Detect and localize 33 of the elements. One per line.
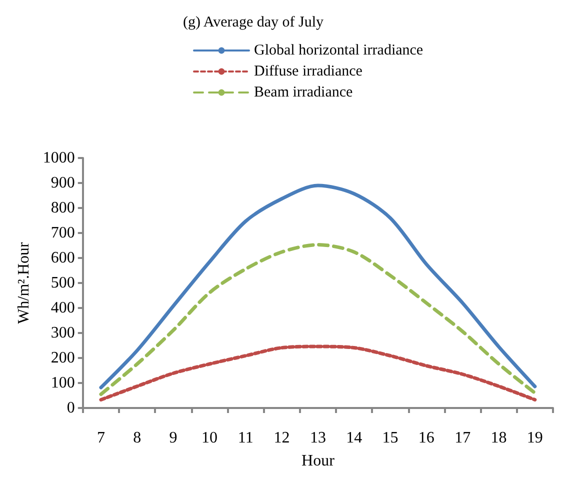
x-tick-label: 12 xyxy=(274,430,290,446)
x-tick-label: 15 xyxy=(382,430,398,446)
legend-label: Diffuse irradiance xyxy=(254,64,363,80)
x-tick-label: 19 xyxy=(526,430,543,446)
y-tick-label: 600 xyxy=(50,250,75,266)
y-tick-label: 800 xyxy=(50,200,75,216)
x-tick-label: 18 xyxy=(490,430,507,446)
y-axis-title: Wh/m².Hour xyxy=(16,241,32,324)
y-tick-label: 500 xyxy=(50,274,75,292)
line-series xyxy=(99,184,537,390)
y-tick-label: 300 xyxy=(50,324,75,342)
line-series xyxy=(99,243,537,396)
y-tick-label: 100 xyxy=(50,374,75,392)
y-tick-label: 200 xyxy=(50,350,75,366)
legend-label: Global horizontal irradiance xyxy=(254,42,424,58)
y-tick-label: 0 xyxy=(66,400,75,416)
x-tick-label: 7 xyxy=(96,430,105,446)
y-tick-label: 1000 xyxy=(42,150,75,166)
x-tick-label: 13 xyxy=(310,430,326,446)
x-tick-label: 11 xyxy=(238,430,254,446)
x-tick-label: 9 xyxy=(169,430,178,446)
chart-title: (g) Average day of July xyxy=(183,14,324,30)
y-tick-label: 700 xyxy=(50,224,75,242)
line-series xyxy=(99,344,537,402)
x-tick-label: 17 xyxy=(454,430,471,446)
x-tick-label: 8 xyxy=(133,430,142,446)
x-axis-title: Hour xyxy=(302,452,336,470)
x-tick-label: 14 xyxy=(346,430,362,446)
x-tick-label: 16 xyxy=(418,430,434,446)
legend-label: Beam irradiance xyxy=(254,84,354,100)
y-tick-label: 400 xyxy=(50,300,75,316)
x-tick-label: 10 xyxy=(201,430,218,446)
y-tick-label: 900 xyxy=(50,174,75,192)
